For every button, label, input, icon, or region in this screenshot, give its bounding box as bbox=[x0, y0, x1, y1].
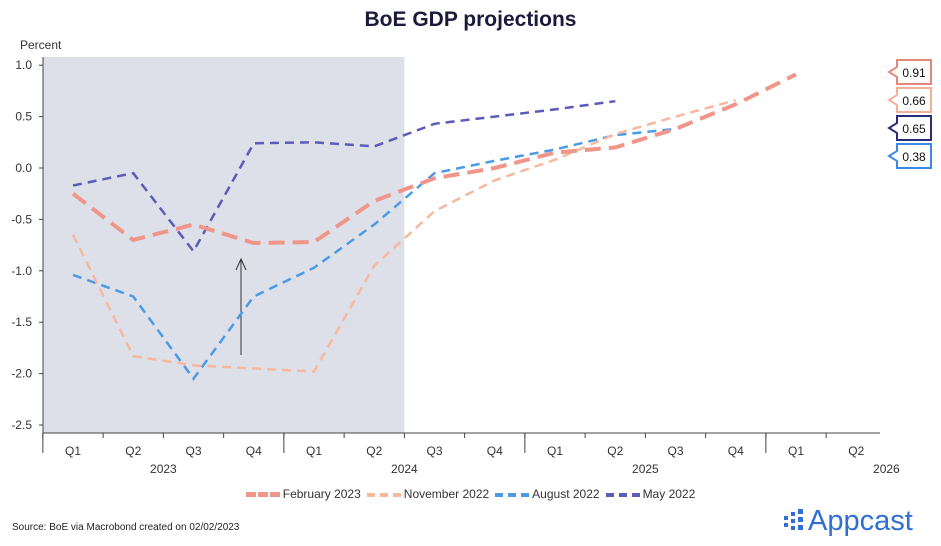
legend-swatch bbox=[495, 492, 530, 497]
legend-item: November 2022 bbox=[366, 487, 490, 501]
legend-swatch bbox=[245, 492, 280, 498]
history-shading bbox=[43, 57, 405, 433]
end-value-label: 0.38 bbox=[902, 150, 926, 164]
legend-label: May 2022 bbox=[642, 487, 696, 501]
x-tick-label: Q2 bbox=[366, 444, 382, 458]
x-tick-label: Q2 bbox=[125, 444, 141, 458]
x-year-label: 2023 bbox=[150, 462, 177, 476]
logo-icon bbox=[784, 508, 803, 530]
legend-swatch bbox=[366, 492, 401, 497]
x-tick-label: Q4 bbox=[487, 444, 503, 458]
series-line-february-2023 bbox=[71, 72, 797, 246]
x-tick-label: Q1 bbox=[547, 444, 563, 458]
x-tick-label: Q3 bbox=[185, 444, 201, 458]
x-year-label: 2025 bbox=[632, 462, 659, 476]
x-tick-label: Q1 bbox=[306, 444, 322, 458]
x-year-label: 2024 bbox=[391, 462, 418, 476]
annotation-arrowhead bbox=[235, 257, 247, 271]
y-tick-label: -1.0 bbox=[11, 264, 32, 278]
series-line-may-2022 bbox=[72, 99, 616, 254]
legend-item: August 2022 bbox=[495, 487, 600, 501]
appcast-logo: Appcast bbox=[782, 505, 913, 538]
legend-label: August 2022 bbox=[532, 487, 600, 501]
source-note: Source: BoE via Macrobond created on 02/… bbox=[12, 522, 240, 533]
y-tick-label: 0.5 bbox=[15, 110, 32, 124]
end-value-callout bbox=[887, 143, 932, 169]
legend-label: November 2022 bbox=[403, 487, 490, 501]
y-axis-label: Percent bbox=[20, 38, 62, 52]
y-tick-label: -0.5 bbox=[11, 212, 32, 226]
series-line-august-2022 bbox=[72, 127, 676, 381]
x-tick-label: Q2 bbox=[607, 444, 623, 458]
x-year-label: 2026 bbox=[873, 462, 900, 476]
x-tick-label: Q3 bbox=[667, 444, 683, 458]
y-tick-label: -2.0 bbox=[11, 367, 32, 381]
end-value-callout bbox=[887, 59, 932, 85]
end-value-label: 0.66 bbox=[902, 94, 926, 108]
end-value-label: 0.65 bbox=[902, 122, 926, 136]
y-tick-label: -1.5 bbox=[11, 315, 32, 329]
x-tick-label: Q1 bbox=[788, 444, 804, 458]
legend-item: February 2023 bbox=[245, 487, 361, 501]
y-tick-label: 0.0 bbox=[15, 161, 32, 175]
series-line-november-2022 bbox=[71, 98, 737, 373]
chart-title: BoE GDP projections bbox=[364, 8, 577, 31]
end-value-callout bbox=[887, 87, 932, 113]
x-tick-label: Q2 bbox=[848, 444, 864, 458]
legend: February 2023 November 2022 August 2022 May… bbox=[0, 487, 941, 501]
y-tick-label: 1.0 bbox=[15, 58, 32, 72]
logo-text: Appcast bbox=[808, 505, 913, 537]
end-value-label: 0.91 bbox=[902, 66, 926, 80]
legend-label: February 2023 bbox=[282, 487, 361, 501]
end-value-callout bbox=[887, 115, 932, 141]
x-tick-label: Q1 bbox=[65, 444, 81, 458]
x-tick-label: Q4 bbox=[728, 444, 744, 458]
y-tick-label: -2.5 bbox=[11, 418, 32, 432]
x-tick-label: Q3 bbox=[426, 444, 442, 458]
legend-item: May 2022 bbox=[605, 487, 696, 501]
legend-swatch bbox=[605, 492, 640, 497]
x-tick-label: Q4 bbox=[246, 444, 262, 458]
